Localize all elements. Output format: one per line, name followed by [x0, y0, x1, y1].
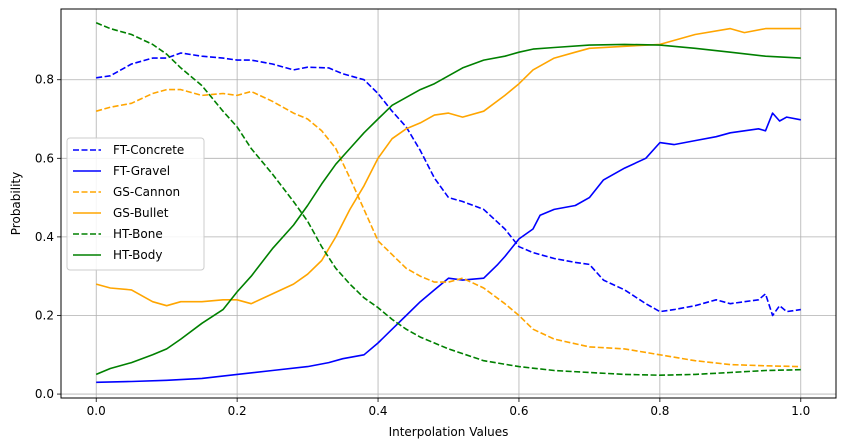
- legend-label: HT-Bone: [113, 227, 163, 241]
- y-tick-label: 0.4: [35, 230, 54, 244]
- plot-frame: [60, 8, 837, 399]
- legend-label: GS-Cannon: [113, 185, 180, 199]
- series-line-gs-cannon: [95, 88, 801, 368]
- series-line-ft-gravel: [96, 112, 801, 384]
- legend-box: [66, 137, 205, 271]
- series-lines: [95, 22, 801, 384]
- y-tick-label: 0.6: [35, 151, 54, 165]
- legend-label: FT-Gravel: [113, 164, 170, 178]
- legend: FT-Concrete FT-Gravel GS-Cannon GS-Bullet HT…: [66, 137, 205, 271]
- x-tick-label: 0.0: [87, 404, 106, 418]
- series-line-ft-concrete: [96, 52, 801, 317]
- x-tick-label: 0.8: [650, 404, 669, 418]
- y-axis-label: Probability: [9, 172, 23, 235]
- x-tick-label: 0.6: [509, 404, 528, 418]
- x-tick-label: 0.2: [228, 404, 247, 418]
- y-tick-label: 0.2: [35, 308, 54, 322]
- series-line-gs-bullet: [95, 27, 801, 307]
- y-axis-ticks: 0.0 0.2 0.4 0.6 0.8: [35, 73, 61, 401]
- y-tick-label: 0.8: [35, 73, 54, 87]
- grid: [61, 9, 836, 398]
- legend-label: FT-Concrete: [113, 143, 184, 157]
- x-tick-label: 1.0: [791, 404, 810, 418]
- y-tick-label: 0.0: [35, 387, 54, 401]
- x-tick-label: 0.4: [368, 404, 387, 418]
- legend-label: HT-Body: [113, 248, 162, 262]
- x-axis-ticks: 0.0 0.2 0.4 0.6 0.8 1.0: [87, 398, 810, 418]
- series-line-ht-body: [95, 43, 801, 376]
- legend-label: GS-Bullet: [113, 206, 169, 220]
- x-axis-label: Interpolation Values: [389, 425, 509, 439]
- series-line-ht-bone: [95, 22, 801, 377]
